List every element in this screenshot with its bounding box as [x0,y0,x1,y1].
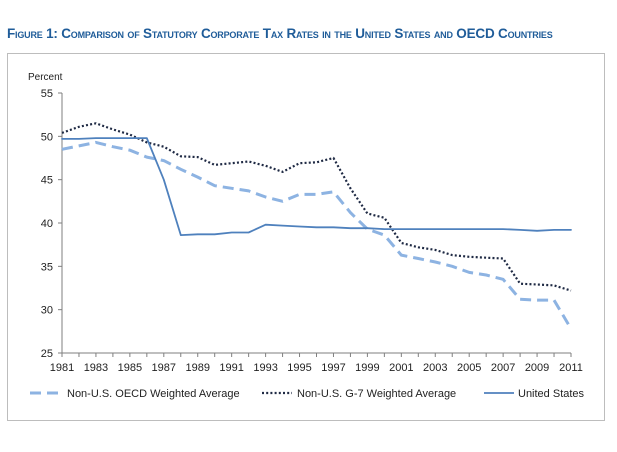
x-tick-label: 2003 [423,362,447,374]
y-tick-label: 25 [41,348,53,360]
y-tick-label: 50 [41,131,53,143]
legend-label: Non-U.S. OECD Weighted Average [67,388,240,400]
figure-title: Figure 1: Comparison of Statutory Corpor… [7,26,553,41]
x-tick-label: 1987 [152,362,176,374]
x-tick-label: 1989 [185,362,209,374]
x-tick-label: 1983 [84,362,108,374]
y-tick-label: 55 [41,88,53,100]
x-tick-label: 2005 [457,362,481,374]
x-tick-label: 2009 [525,362,549,374]
series-line-non-u-s-g-7-weighted-average [61,122,572,292]
y-tick-label: 30 [41,305,53,317]
x-tick-label: 1993 [253,362,277,374]
x-tick-label: 1981 [50,362,74,374]
x-tick-label: 1991 [219,362,243,374]
x-tick-labels: 1981 1983 1985 1987 1989 1991 1993 1995 1997 1999… [50,353,583,374]
legend: Non-U.S. OECD Weighted Average Non-U.S. G… [30,388,585,400]
x-tick-label: 2011 [559,362,583,374]
y-axis-label: Percent [28,72,63,83]
x-tick-label: 1995 [287,362,311,374]
chart-frame [7,53,605,421]
series-lines [61,122,573,330]
x-tick-label: 1999 [355,362,379,374]
x-tick-label: 1985 [118,362,142,374]
x-tick-label: 2001 [389,362,413,374]
y-tick-label: 45 [41,175,53,187]
legend-label: Non-U.S. G-7 Weighted Average [297,388,456,400]
legend-label: United States [518,388,585,400]
y-tick-labels: 25 30 35 40 45 50 55 [41,88,62,360]
y-tick-label: 35 [41,261,53,273]
x-tick-label: 2007 [491,362,515,374]
axes [61,93,571,354]
series-line-united-states [61,137,572,237]
series-line-non-u-s-oecd-weighted-average [61,140,573,330]
x-tick-label: 1997 [321,362,345,374]
y-tick-label: 40 [41,218,53,230]
